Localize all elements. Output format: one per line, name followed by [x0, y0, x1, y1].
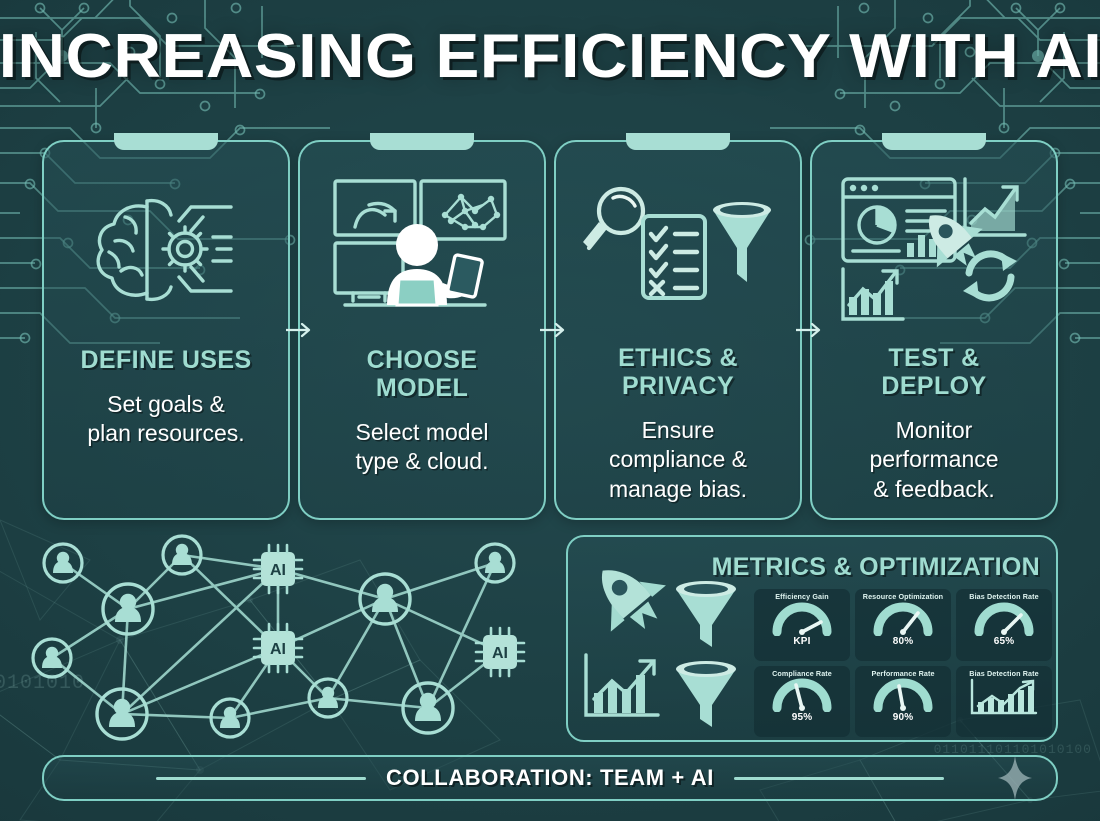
metric-tile[interactable]: Resource Optimization 80% [855, 589, 951, 661]
network-node-user [474, 542, 516, 584]
metric-label: Bias Detection Rate [969, 668, 1039, 678]
divider-left [156, 776, 367, 780]
brain-gear-icon [58, 172, 274, 332]
gauge-icon [872, 678, 934, 713]
divider-right [733, 776, 944, 780]
metric-value: 90% [892, 712, 914, 724]
page-title-container: INCREASING EFFICIENCY WITH AI [0, 26, 1100, 88]
step-card-test-deploy[interactable]: TEST & DEPLOY Monitor performance & feedbac… [810, 133, 1058, 520]
metric-tile[interactable]: Compliance Rate 95% [754, 665, 850, 737]
binary-texture-right: 011011101101010100 [933, 742, 1092, 757]
metrics-panel: METRICS & OPTIMIZATION [566, 535, 1058, 742]
rocket-icon [601, 570, 666, 632]
metric-value: 80% [892, 635, 914, 647]
step-description: Select model type & cloud. [355, 419, 489, 475]
collaboration-label: COLLABORATION: TEAM + AI [386, 765, 714, 790]
network-node-user [401, 681, 455, 735]
metrics-side-icons [578, 555, 758, 730]
metric-label: Resource Optimization [862, 592, 944, 601]
step-description: Ensure compliance & manage bias. [608, 416, 748, 502]
gauge-icon [771, 678, 833, 713]
metric-tile[interactable]: Bias Detection Rate [956, 665, 1052, 737]
metric-tile[interactable]: Bias Detection Rate 65% [956, 589, 1052, 661]
page-title: INCREASING EFFICIENCY WITH AI [0, 22, 1100, 91]
card-notch [882, 133, 986, 150]
metric-value: 95% [791, 712, 813, 724]
step-card-define-uses[interactable]: DEFINE USES Set goals & plan resources. [42, 133, 290, 520]
collaboration-banner[interactable]: COLLABORATION: TEAM + AI [42, 755, 1058, 801]
step-card-ethics-privacy[interactable]: ETHICS & PRIVACY Ensure compliance & manage… [554, 133, 802, 520]
sparkle-icon [998, 756, 1032, 800]
card-notch [626, 133, 730, 150]
metric-tile[interactable]: Efficiency Gain KPI [754, 589, 850, 661]
network-node-user [42, 542, 84, 584]
bar-chart-growth-icon [968, 678, 1040, 718]
metric-tile[interactable]: Performance Rate 90% [855, 665, 951, 737]
person-monitors-icon [314, 172, 530, 332]
arrow-right-icon-1 [286, 322, 314, 338]
step-card-choose-model[interactable]: CHOOSE MODEL Select model type & cloud. [298, 133, 546, 520]
card-notch [370, 133, 474, 150]
funnel-icon [676, 661, 736, 727]
bar-chart-growth-icon [584, 653, 660, 717]
step-title: CHOOSE MODEL [366, 346, 478, 402]
arrow-right-icon-2 [540, 322, 568, 338]
network-node-ai-chip [474, 626, 526, 678]
step-title: DEFINE USES [80, 346, 252, 374]
ai-team-network-diagram: AI [30, 528, 560, 750]
metric-label: Bias Detection Rate [969, 592, 1039, 601]
metric-label: Efficiency Gain [775, 592, 829, 601]
metrics-tiles: Efficiency Gain KPI Resource Optimizatio… [754, 589, 1052, 737]
step-title: TEST & DEPLOY [881, 343, 987, 400]
metric-label: Performance Rate [871, 668, 935, 678]
network-node-user [307, 677, 349, 719]
magnifier-checklist-funnel-icon [570, 172, 786, 330]
metric-value: 65% [993, 635, 1015, 647]
step-description: Monitor performance & feedback. [869, 416, 999, 502]
metrics-title: METRICS & OPTIMIZATION [711, 553, 1040, 581]
binary-texture-left: 0101010 [0, 672, 86, 695]
gauge-icon [771, 602, 833, 636]
network-node-user [358, 572, 412, 626]
metric-value: KPI [793, 635, 811, 647]
funnel-icon [676, 581, 736, 647]
step-title: ETHICS & PRIVACY [618, 343, 738, 400]
network-node-user [31, 637, 73, 679]
metric-label: Compliance Rate [772, 668, 832, 678]
arrow-right-icon-3 [796, 322, 824, 338]
gauge-icon [973, 602, 1035, 636]
network-node-user [161, 534, 203, 576]
step-description: Set goals & plan resources. [87, 391, 245, 447]
dashboard-rocket-icon [826, 172, 1042, 330]
gauge-icon [872, 602, 934, 636]
card-notch [114, 133, 218, 150]
